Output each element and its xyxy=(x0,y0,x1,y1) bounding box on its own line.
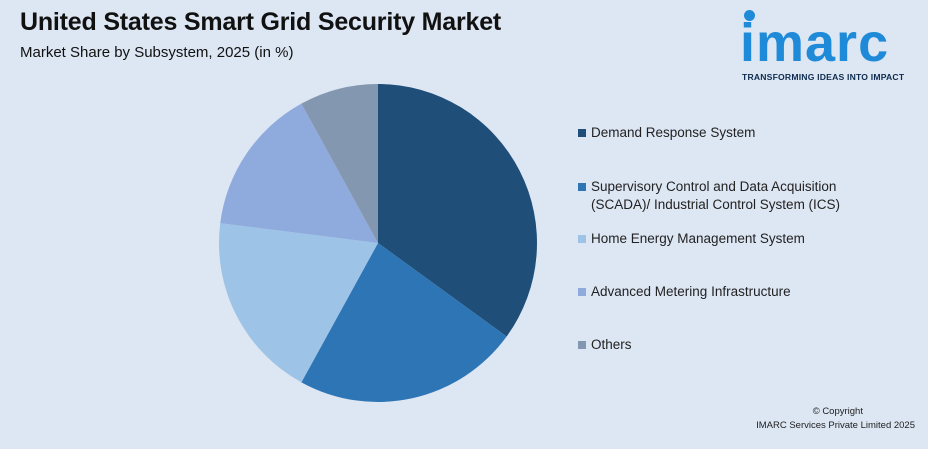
logo-dot xyxy=(744,10,755,21)
logo-wordmark: imarc xyxy=(740,13,890,73)
legend-label: Home Energy Management System xyxy=(591,231,805,246)
legend-item-scada-ics: Supervisory Control and Data Acquisition… xyxy=(578,178,918,214)
chart-subtitle: Market Share by Subsystem, 2025 (in %) xyxy=(20,44,294,61)
legend-swatch xyxy=(578,235,586,243)
legend-label: Others xyxy=(591,337,632,352)
company-text: IMARC Services Private Limited 2025 xyxy=(756,420,915,431)
legend-label: Supervisory Control and Data Acquisition… xyxy=(591,179,841,212)
pie-slice-advanced-metering-infrastructure xyxy=(220,103,378,243)
legend-swatch xyxy=(578,129,586,137)
pie-slice-home-energy-management-system xyxy=(218,223,378,383)
legend-item-home-energy: Home Energy Management System xyxy=(578,230,918,248)
imarc-logo: imarc TRANSFORMING IDEAS INTO IMPACT xyxy=(740,6,920,86)
logo-tagline: TRANSFORMING IDEAS INTO IMPACT xyxy=(742,72,905,82)
legend-label: Advanced Metering Infrastructure xyxy=(591,284,791,299)
pie-slice-demand-response-system xyxy=(378,84,537,337)
copyright-text: © Copyright xyxy=(812,406,863,417)
legend-swatch xyxy=(578,288,586,296)
legend-item-demand-response: Demand Response System xyxy=(578,124,918,142)
chart-title: United States Smart Grid Security Market xyxy=(20,8,502,36)
legend-label: Demand Response System xyxy=(591,125,756,140)
legend-swatch xyxy=(578,341,586,349)
footer-copyright: © Copyright IMARC Services Private Limit… xyxy=(756,405,915,433)
legend-item-advanced-metering: Advanced Metering Infrastructure xyxy=(578,283,918,301)
pie-slice-others xyxy=(301,84,378,243)
legend-swatch xyxy=(578,183,586,191)
pie-slice-supervisory-control-and-data-acquisition-scada-industrial-control-system-ics xyxy=(301,243,507,402)
legend-item-others: Others xyxy=(578,336,918,354)
